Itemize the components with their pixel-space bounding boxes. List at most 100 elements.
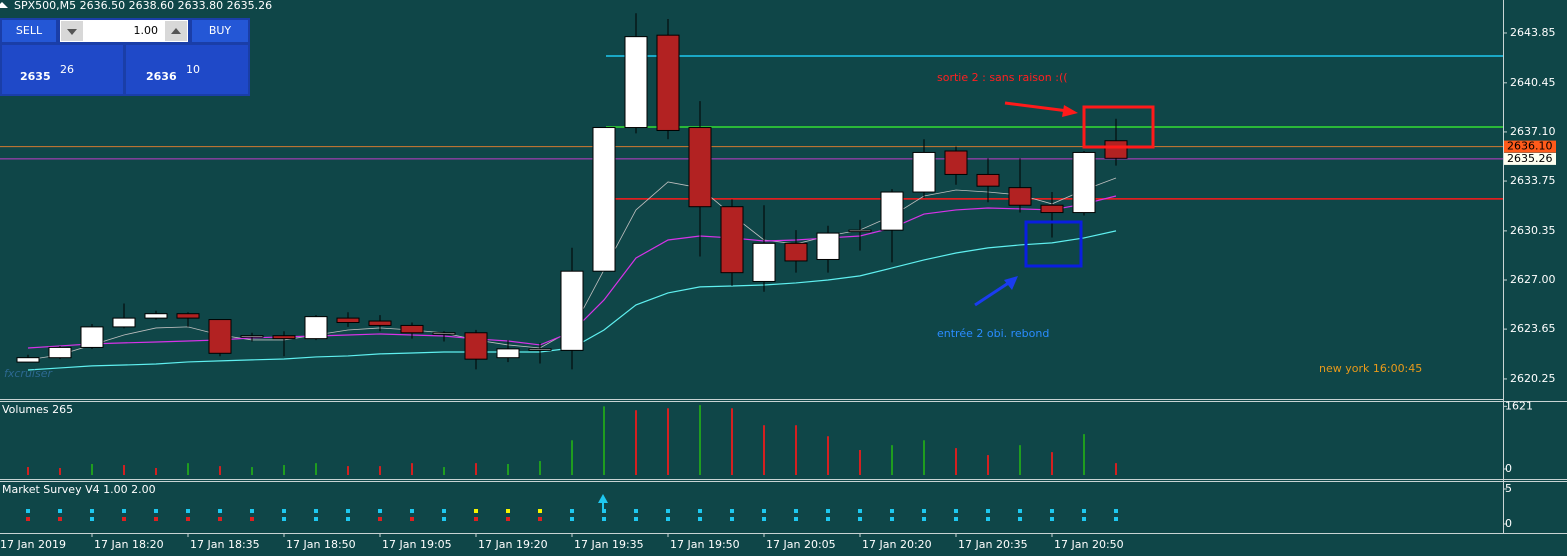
survey-dot [666, 517, 670, 521]
survey-dot [666, 509, 670, 513]
candle-body [1008, 187, 1032, 206]
survey-dot [314, 517, 318, 521]
survey-dot [1082, 509, 1086, 513]
frame [0, 0, 1567, 534]
survey-dot [602, 517, 606, 521]
collapse-icon[interactable] [0, 2, 8, 8]
entry-arrowhead [1004, 276, 1018, 290]
x-tick-label: 17 Jan 20:05 [766, 538, 836, 551]
bid-small: 26 [60, 63, 74, 76]
candle-body [1040, 204, 1064, 214]
candle-body [688, 127, 712, 208]
survey-dot [922, 517, 926, 521]
candle-body [912, 151, 936, 193]
survey-dot [122, 509, 126, 513]
survey-dot [346, 517, 350, 521]
survey-dot [890, 517, 894, 521]
survey-dot [410, 509, 414, 513]
survey-dot [1114, 509, 1118, 513]
exit-arrowhead [1062, 105, 1078, 117]
panel-title: Market Survey V4 1.00 2.00 [2, 483, 156, 496]
panel-title: Volumes 265 [2, 403, 73, 416]
survey-dot [378, 509, 382, 513]
candle-body [336, 317, 360, 324]
survey-dot [1018, 509, 1022, 513]
survey-dot [58, 517, 62, 521]
entry-box [1024, 220, 1083, 268]
survey-dot [570, 517, 574, 521]
y-tick-label: 0 [1505, 517, 1512, 530]
y-tick-label: 2643.85 [1510, 26, 1556, 39]
candle-body [560, 270, 584, 351]
survey-dot [986, 517, 990, 521]
survey-dot [1050, 509, 1054, 513]
x-tick-label: 17 Jan 20:35 [958, 538, 1028, 551]
survey-dot [1114, 517, 1118, 521]
candle-body [784, 242, 808, 262]
y-tick-label: 2633.75 [1510, 174, 1556, 187]
x-tick-label: 17 Jan 2019 [0, 538, 66, 551]
survey-dot [90, 509, 94, 513]
lot-value: 1.00 [134, 24, 159, 37]
survey-dot [154, 509, 158, 513]
sell-button[interactable] [2, 20, 56, 42]
candle-body [432, 332, 456, 335]
bid-box[interactable] [2, 45, 123, 94]
survey-dot [698, 517, 702, 521]
header: SPX500,M5 2636.50 2638.60 2633.80 2635.2… [14, 0, 272, 12]
buy-button[interactable] [192, 20, 248, 42]
candle-body [848, 229, 872, 233]
candle-body [592, 127, 616, 272]
survey-dot [314, 509, 318, 513]
x-tick-label: 17 Jan 18:20 [94, 538, 164, 551]
lot-field[interactable] [60, 20, 188, 42]
candle-body [48, 346, 72, 359]
survey-dot [730, 509, 734, 513]
price-tag-label: 2635.26 [1507, 152, 1553, 165]
sub-panels: 17 Jan 2019 17 Jan 18:20 17 Jan 18:35 17 Ja… [0, 399, 1533, 551]
survey-dot [282, 509, 286, 513]
survey-dot [858, 509, 862, 513]
candle-body [1104, 140, 1128, 159]
buy-label: BUY [209, 24, 232, 37]
candle-body [304, 316, 328, 340]
survey-dot [794, 509, 798, 513]
survey-dot [442, 509, 446, 513]
signal-arrow [598, 494, 608, 503]
candle-body [880, 191, 904, 231]
x-tick-label: 17 Jan 18:35 [190, 538, 260, 551]
y-tick-label: 0 [1505, 462, 1512, 475]
survey-dot [122, 517, 126, 521]
survey-dot [26, 517, 30, 521]
candle-body [816, 232, 840, 260]
candle-body [528, 348, 552, 351]
ask-big: 2636 [146, 70, 177, 83]
survey-dot [954, 509, 958, 513]
survey-dot [634, 517, 638, 521]
price-tag [1504, 152, 1556, 165]
candle-body [176, 313, 200, 319]
watermark: fxcruiser [4, 367, 53, 380]
survey-dot [570, 509, 574, 513]
exit-arrow [1004, 101, 1069, 113]
survey-dot [378, 517, 382, 521]
survey-dot [186, 517, 190, 521]
survey-dot [698, 509, 702, 513]
survey-dot [250, 517, 254, 521]
survey-dot [762, 517, 766, 521]
candle-body [368, 320, 392, 326]
main-panel: 2620.25 2623.65 2627.00 2630.35 2633.75 2637.… [0, 13, 1556, 385]
survey-dot [474, 517, 478, 521]
survey-dot [826, 517, 830, 521]
down-arrow [67, 29, 77, 35]
survey-dot [1050, 517, 1054, 521]
candle-body [208, 319, 232, 354]
survey-dot [1018, 517, 1022, 521]
candle-body [944, 150, 968, 175]
x-tick-label: 17 Jan 19:50 [670, 538, 740, 551]
ask-box[interactable] [126, 45, 248, 94]
bid-big: 2635 [20, 70, 51, 83]
x-tick-label: 17 Jan 19:35 [574, 538, 644, 551]
sell-label: SELL [16, 24, 43, 37]
